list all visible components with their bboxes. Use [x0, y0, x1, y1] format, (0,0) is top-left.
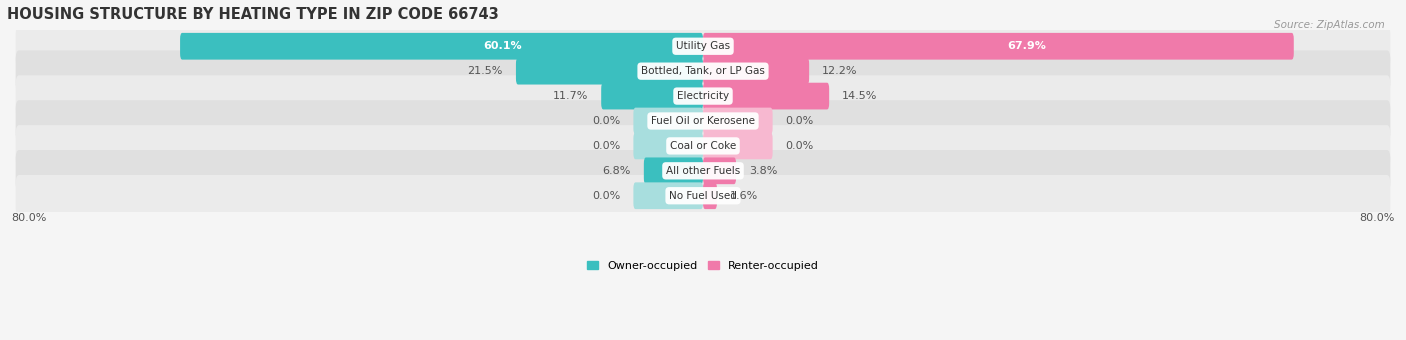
FancyBboxPatch shape — [15, 150, 1391, 191]
FancyBboxPatch shape — [703, 157, 737, 184]
FancyBboxPatch shape — [703, 182, 717, 209]
Text: 6.8%: 6.8% — [602, 166, 631, 176]
Text: All other Fuels: All other Fuels — [666, 166, 740, 176]
Text: Utility Gas: Utility Gas — [676, 41, 730, 51]
FancyBboxPatch shape — [15, 75, 1391, 117]
FancyBboxPatch shape — [703, 33, 1294, 60]
Text: 60.1%: 60.1% — [484, 41, 522, 51]
Text: 0.0%: 0.0% — [592, 191, 620, 201]
Text: 0.0%: 0.0% — [786, 141, 814, 151]
Text: 80.0%: 80.0% — [11, 213, 46, 223]
Text: 1.6%: 1.6% — [730, 191, 758, 201]
FancyBboxPatch shape — [516, 58, 703, 85]
Text: 80.0%: 80.0% — [1360, 213, 1395, 223]
Text: No Fuel Used: No Fuel Used — [669, 191, 737, 201]
Text: 0.0%: 0.0% — [786, 116, 814, 126]
Text: 12.2%: 12.2% — [823, 66, 858, 76]
FancyBboxPatch shape — [703, 83, 830, 109]
Text: HOUSING STRUCTURE BY HEATING TYPE IN ZIP CODE 66743: HOUSING STRUCTURE BY HEATING TYPE IN ZIP… — [7, 7, 499, 22]
Legend: Owner-occupied, Renter-occupied: Owner-occupied, Renter-occupied — [582, 257, 824, 275]
Text: 3.8%: 3.8% — [749, 166, 778, 176]
FancyBboxPatch shape — [703, 58, 808, 85]
Text: 21.5%: 21.5% — [468, 66, 503, 76]
Text: Coal or Coke: Coal or Coke — [669, 141, 737, 151]
Text: 14.5%: 14.5% — [842, 91, 877, 101]
Text: 0.0%: 0.0% — [592, 116, 620, 126]
FancyBboxPatch shape — [15, 100, 1391, 142]
FancyBboxPatch shape — [633, 108, 703, 134]
FancyBboxPatch shape — [15, 26, 1391, 67]
FancyBboxPatch shape — [15, 50, 1391, 92]
FancyBboxPatch shape — [180, 33, 703, 60]
FancyBboxPatch shape — [703, 108, 773, 134]
Text: Fuel Oil or Kerosene: Fuel Oil or Kerosene — [651, 116, 755, 126]
Text: 67.9%: 67.9% — [1007, 41, 1046, 51]
FancyBboxPatch shape — [15, 125, 1391, 167]
FancyBboxPatch shape — [644, 157, 703, 184]
Text: 0.0%: 0.0% — [592, 141, 620, 151]
Text: Electricity: Electricity — [676, 91, 730, 101]
FancyBboxPatch shape — [633, 182, 703, 209]
FancyBboxPatch shape — [703, 133, 773, 159]
FancyBboxPatch shape — [633, 133, 703, 159]
Text: Source: ZipAtlas.com: Source: ZipAtlas.com — [1274, 20, 1385, 30]
FancyBboxPatch shape — [602, 83, 703, 109]
Text: 11.7%: 11.7% — [553, 91, 588, 101]
FancyBboxPatch shape — [15, 175, 1391, 217]
Text: Bottled, Tank, or LP Gas: Bottled, Tank, or LP Gas — [641, 66, 765, 76]
